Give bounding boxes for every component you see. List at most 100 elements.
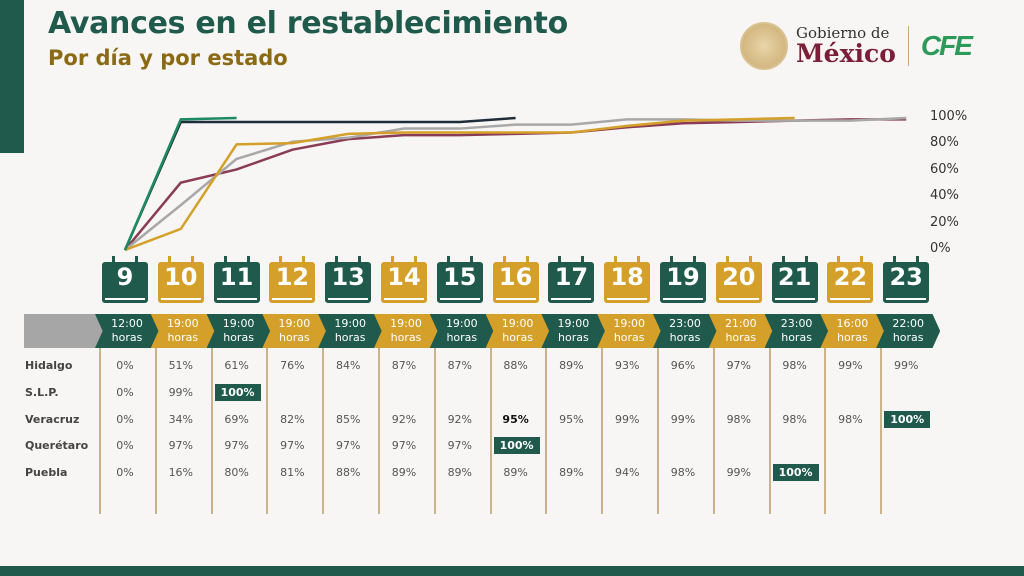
table-cell: 99% <box>670 412 696 426</box>
table-cell: 99% <box>893 359 919 372</box>
series-line-puebla <box>124 116 795 252</box>
time-value: 22:00 <box>892 317 925 330</box>
table-cell: 98% <box>670 466 696 480</box>
bottom-accent-bar <box>0 566 1024 576</box>
time-unit: horas <box>837 331 868 344</box>
calendar-day-icon: 11 <box>213 256 260 303</box>
calendar-day-number: 23 <box>884 263 929 298</box>
time-value: 12:00 <box>111 317 143 330</box>
column-divider <box>154 348 157 514</box>
time-header: 19:00 horas <box>150 314 215 348</box>
time-value: 19:00 <box>613 317 646 330</box>
time-header: 19:00 horas <box>541 314 606 348</box>
table-cell: 95% <box>502 412 529 426</box>
calendar-day-number: 9 <box>103 263 147 298</box>
calendar-day-icon: 19 <box>660 256 706 303</box>
calendar-day-icon: 20 <box>715 256 762 303</box>
series-line-slp <box>123 116 237 251</box>
calendar-day-number: 14 <box>382 263 426 298</box>
time-unit: horas <box>892 331 924 344</box>
table-cell: 92% <box>391 412 417 426</box>
table-cell: 100% <box>214 383 261 401</box>
time-value: 19:00 <box>501 317 534 330</box>
table-cell: 98% <box>838 412 863 426</box>
time-value: 19:00 <box>557 317 590 330</box>
time-value: 19:00 <box>445 317 478 330</box>
calendar-day-icon: 15 <box>436 256 483 303</box>
table-cell: 97% <box>726 359 752 372</box>
table-cell: 99% <box>614 412 640 426</box>
calendar-day-number: 13 <box>326 263 371 298</box>
table-cell: 82% <box>280 412 305 426</box>
calendar-day-number: 10 <box>158 263 203 298</box>
table-cell: 76% <box>280 359 305 372</box>
logo-gob-line2: México <box>796 39 896 68</box>
calendar-day-icon: 9 <box>102 256 148 303</box>
table-cell: 97% <box>280 439 305 453</box>
calendar-day-icon: 22 <box>827 256 874 303</box>
series-line-veracruz <box>124 116 907 251</box>
column-divider <box>210 348 213 514</box>
table-cell: 94% <box>614 466 640 480</box>
column-divider <box>712 348 715 514</box>
table-cell: 61% <box>224 359 249 372</box>
time-value: 23:00 <box>669 317 701 330</box>
column-divider <box>880 348 883 514</box>
table-cell: 51% <box>168 359 194 372</box>
table-cell: 89% <box>503 466 528 480</box>
table-cell: 80% <box>224 466 249 480</box>
table-cell: 89% <box>559 359 584 372</box>
table-cell: 98% <box>782 359 807 372</box>
column-divider <box>266 348 269 514</box>
calendar-day-number: 18 <box>605 263 650 298</box>
column-divider <box>433 348 436 514</box>
table-cell: 0% <box>116 412 134 426</box>
page-title: Avances en el restablecimiento <box>48 6 568 41</box>
calendar-day-icon: 13 <box>325 256 372 303</box>
table-cell: 97% <box>168 439 194 453</box>
table-cell: 16% <box>168 466 194 480</box>
time-unit: horas <box>223 331 254 344</box>
calendar-day-number: 15 <box>437 263 482 298</box>
table-cell: 87% <box>391 359 417 372</box>
time-unit: horas <box>725 331 757 344</box>
table-cell: 99% <box>726 466 752 480</box>
calendar-day-number: 19 <box>661 263 705 298</box>
table-cell: 93% <box>614 359 640 372</box>
calendar-day-icon: 21 <box>771 256 818 303</box>
column-divider <box>601 348 604 514</box>
table-cell: 0% <box>116 466 134 480</box>
calendar-day-icon: 10 <box>157 256 204 303</box>
time-unit: horas <box>390 331 422 344</box>
column-divider <box>657 348 659 514</box>
table-cell: 100% <box>493 437 540 455</box>
left-accent-bar <box>0 0 24 153</box>
calendar-day-number: 16 <box>493 263 538 298</box>
table-cell: 97% <box>335 439 361 453</box>
time-unit: horas <box>334 331 366 344</box>
column-divider <box>322 348 325 514</box>
column-divider <box>824 348 827 514</box>
time-header: 19:00 horas <box>485 314 550 348</box>
table-cell: 88% <box>335 466 361 480</box>
table-cell: 89% <box>559 466 584 480</box>
table-cell: 100% <box>884 410 931 428</box>
time-value: 19:00 <box>390 317 422 330</box>
time-value: 19:00 <box>334 317 367 330</box>
time-header: 19:00 horas <box>206 314 271 348</box>
time-unit: horas <box>781 331 812 344</box>
time-value: 23:00 <box>780 317 813 330</box>
national-seal-icon <box>740 22 788 70</box>
state-label: Querétaro <box>25 439 89 453</box>
calendar-day-number: 17 <box>549 263 594 298</box>
calendar-day-icon: 18 <box>604 256 651 303</box>
table-cell: 99% <box>838 359 863 372</box>
series-line-quertaro <box>123 116 516 251</box>
calendar-day-icon: 23 <box>883 256 930 303</box>
time-header: 23:00 horas <box>764 314 829 348</box>
time-header: 19:00 horas <box>318 314 383 348</box>
y-tick-label: 0% <box>930 241 951 256</box>
table-cell: 100% <box>772 464 819 482</box>
time-header: 22:00 horas <box>876 314 941 348</box>
